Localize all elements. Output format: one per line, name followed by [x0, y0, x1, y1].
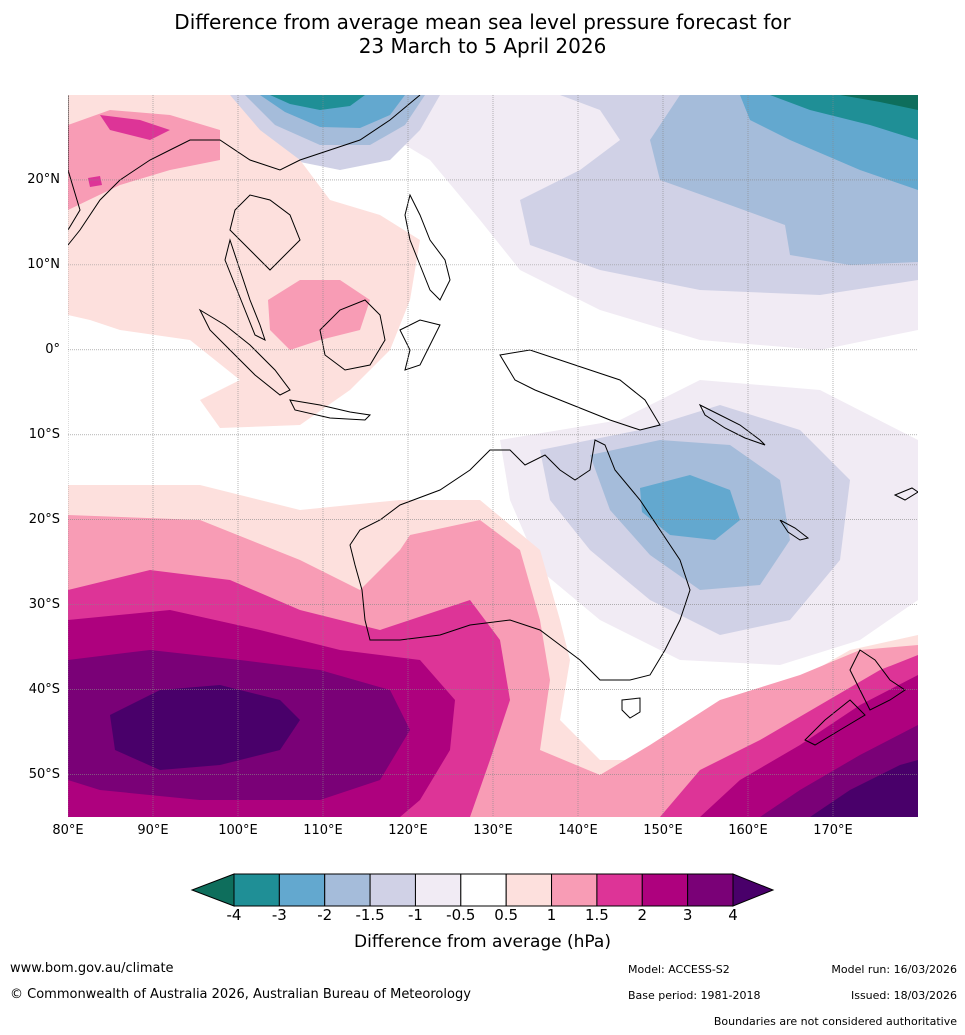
colorbar-tick-label: -4 — [226, 906, 242, 924]
coastline-tasmania — [621, 697, 641, 719]
lat-label: 10°N — [27, 256, 60, 272]
lat-label: 20°S — [28, 511, 60, 527]
lon-label: 80°E — [52, 823, 84, 838]
lon-label: 130°E — [473, 823, 513, 838]
coastline-java — [289, 399, 372, 421]
lat-label: 50°S — [28, 766, 60, 782]
coastline-new-guinea — [499, 349, 661, 431]
colorbar-swatch — [505, 873, 553, 907]
lat-label: 30°S — [28, 596, 60, 612]
colorbar-swatch — [278, 873, 326, 907]
colorbar-tick-label: 1.5 — [584, 906, 609, 924]
website-link[interactable]: www.bom.gov.au/climate — [10, 961, 174, 976]
contour-pos-1.5-bengal-dot — [88, 176, 102, 187]
map-title: Difference from average mean sea level p… — [0, 10, 965, 58]
contour-pos-0.5-maritime — [68, 95, 420, 428]
title-line-1: Difference from average mean sea level p… — [174, 10, 791, 34]
colorbar-swatch — [641, 873, 689, 907]
contour-pos-1.5-tibet — [100, 115, 170, 140]
coastline-borneo — [319, 299, 386, 371]
contour-pos-4-tasman — [810, 760, 918, 817]
coastline-philippines — [404, 193, 451, 301]
copyright-text: © Commonwealth of Australia 2026, Austra… — [10, 987, 471, 1002]
colorbar-swatch — [460, 873, 507, 907]
colorbar-swatch — [233, 873, 280, 907]
graticule — [68, 95, 918, 817]
coastline-mainland-asia — [68, 95, 421, 271]
contour-pos-1-maritime — [268, 280, 370, 350]
lon-label: 90°E — [137, 823, 169, 838]
lat-label: 10°S — [28, 426, 60, 442]
coastline-india — [68, 95, 81, 231]
boundaries-disclaimer: Boundaries are not considered authoritat… — [713, 1015, 957, 1028]
lon-label: 150°E — [643, 823, 683, 838]
colorbar-swatch — [414, 873, 462, 907]
colorbar-tick-label: 2 — [637, 906, 648, 924]
lat-label: 20°N — [27, 171, 60, 187]
issued-date: Issued: 18/03/2026 — [850, 989, 957, 1002]
base-period: Base period: 1981-2018 — [628, 989, 761, 1002]
coastlines — [68, 95, 918, 746]
lat-label: 40°S — [28, 681, 60, 697]
coastline-sulawesi — [399, 319, 441, 371]
colorbar-tick-label: 3 — [682, 906, 693, 924]
coastline-fiji — [893, 487, 918, 501]
colorbar-tick-label: -1 — [407, 906, 423, 924]
contour-neg-2-coral-sea — [640, 475, 740, 540]
lon-label: 140°E — [558, 823, 598, 838]
lon-label: 100°E — [218, 823, 258, 838]
contour-pos-4-south-indian — [110, 685, 300, 770]
colorbar-label: Difference from average (hPa) — [354, 932, 611, 952]
colorbar-tick-label: -0.5 — [446, 906, 476, 924]
lon-label: 170°E — [813, 823, 853, 838]
model-run-date: Model run: 16/03/2026 — [831, 963, 957, 976]
coastline-new-caledonia — [779, 519, 810, 541]
colorbar-tick-label: 1 — [546, 906, 557, 924]
coastline-solomon-islands — [698, 403, 766, 446]
colorbar-tick-label: -1.5 — [355, 906, 385, 924]
coastline-new-zealand — [804, 649, 906, 746]
colorbar — [190, 873, 775, 907]
contour-neg-3-china — [270, 95, 365, 110]
lon-label: 120°E — [388, 823, 428, 838]
colorbar-tick-label: 0.5 — [494, 906, 519, 924]
colorbar-tick-label: 4 — [728, 906, 738, 924]
colorbar-tick-label: -2 — [317, 906, 333, 924]
colorbar-swatch — [324, 873, 371, 907]
coastline-malay-peninsula — [224, 238, 266, 341]
contour-pos-1-bengal — [68, 110, 220, 210]
lat-label: 0° — [45, 341, 60, 357]
colorbar-extend-low — [190, 873, 235, 907]
lon-label: 110°E — [303, 823, 343, 838]
colorbar-swatch — [596, 873, 643, 907]
colorbar-swatch — [551, 873, 598, 907]
colorbar-swatch — [687, 873, 734, 907]
title-line-2: 23 March to 5 April 2026 — [358, 34, 607, 58]
contour-neg-4-north-pacific — [840, 95, 918, 110]
colorbar-extend-high — [732, 873, 775, 907]
coastline-australia — [349, 439, 691, 681]
coastline-sumatra — [198, 308, 291, 396]
colorbar-tick-label: -3 — [271, 906, 287, 924]
colorbar-swatch — [369, 873, 416, 907]
lon-label: 160°E — [728, 823, 768, 838]
model-name: Model: ACCESS-S2 — [628, 963, 730, 976]
contour-neg-3-north-pacific — [770, 95, 918, 140]
